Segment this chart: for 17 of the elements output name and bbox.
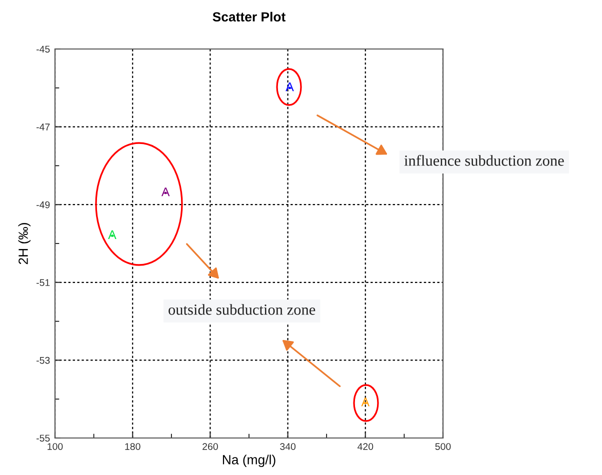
chart-title: Scatter Plot	[212, 12, 286, 22]
annotation: influence subduction zone	[404, 154, 564, 166]
x-axis-title: Na (mg/l)	[222, 454, 276, 467]
y-tick-label: -49	[36, 201, 50, 208]
x-tick-label: 100	[48, 443, 63, 450]
annotation: outside subduction zone	[168, 304, 316, 315]
y-axis-title: 2H (‰)	[18, 223, 31, 264]
x-tick-label: 500	[435, 443, 451, 450]
y-tick-label: -53	[36, 356, 50, 364]
y-tick-label: -47	[36, 124, 50, 130]
x-tick-label: 340	[280, 443, 296, 450]
y-tick-label: -45	[36, 46, 50, 53]
x-tick-label: 420	[358, 443, 374, 450]
x-tick-label: 180	[125, 443, 140, 450]
x-tick-label: 260	[202, 443, 218, 450]
y-tick-label: -55	[36, 434, 50, 442]
y-tick-label: -51	[36, 279, 50, 286]
